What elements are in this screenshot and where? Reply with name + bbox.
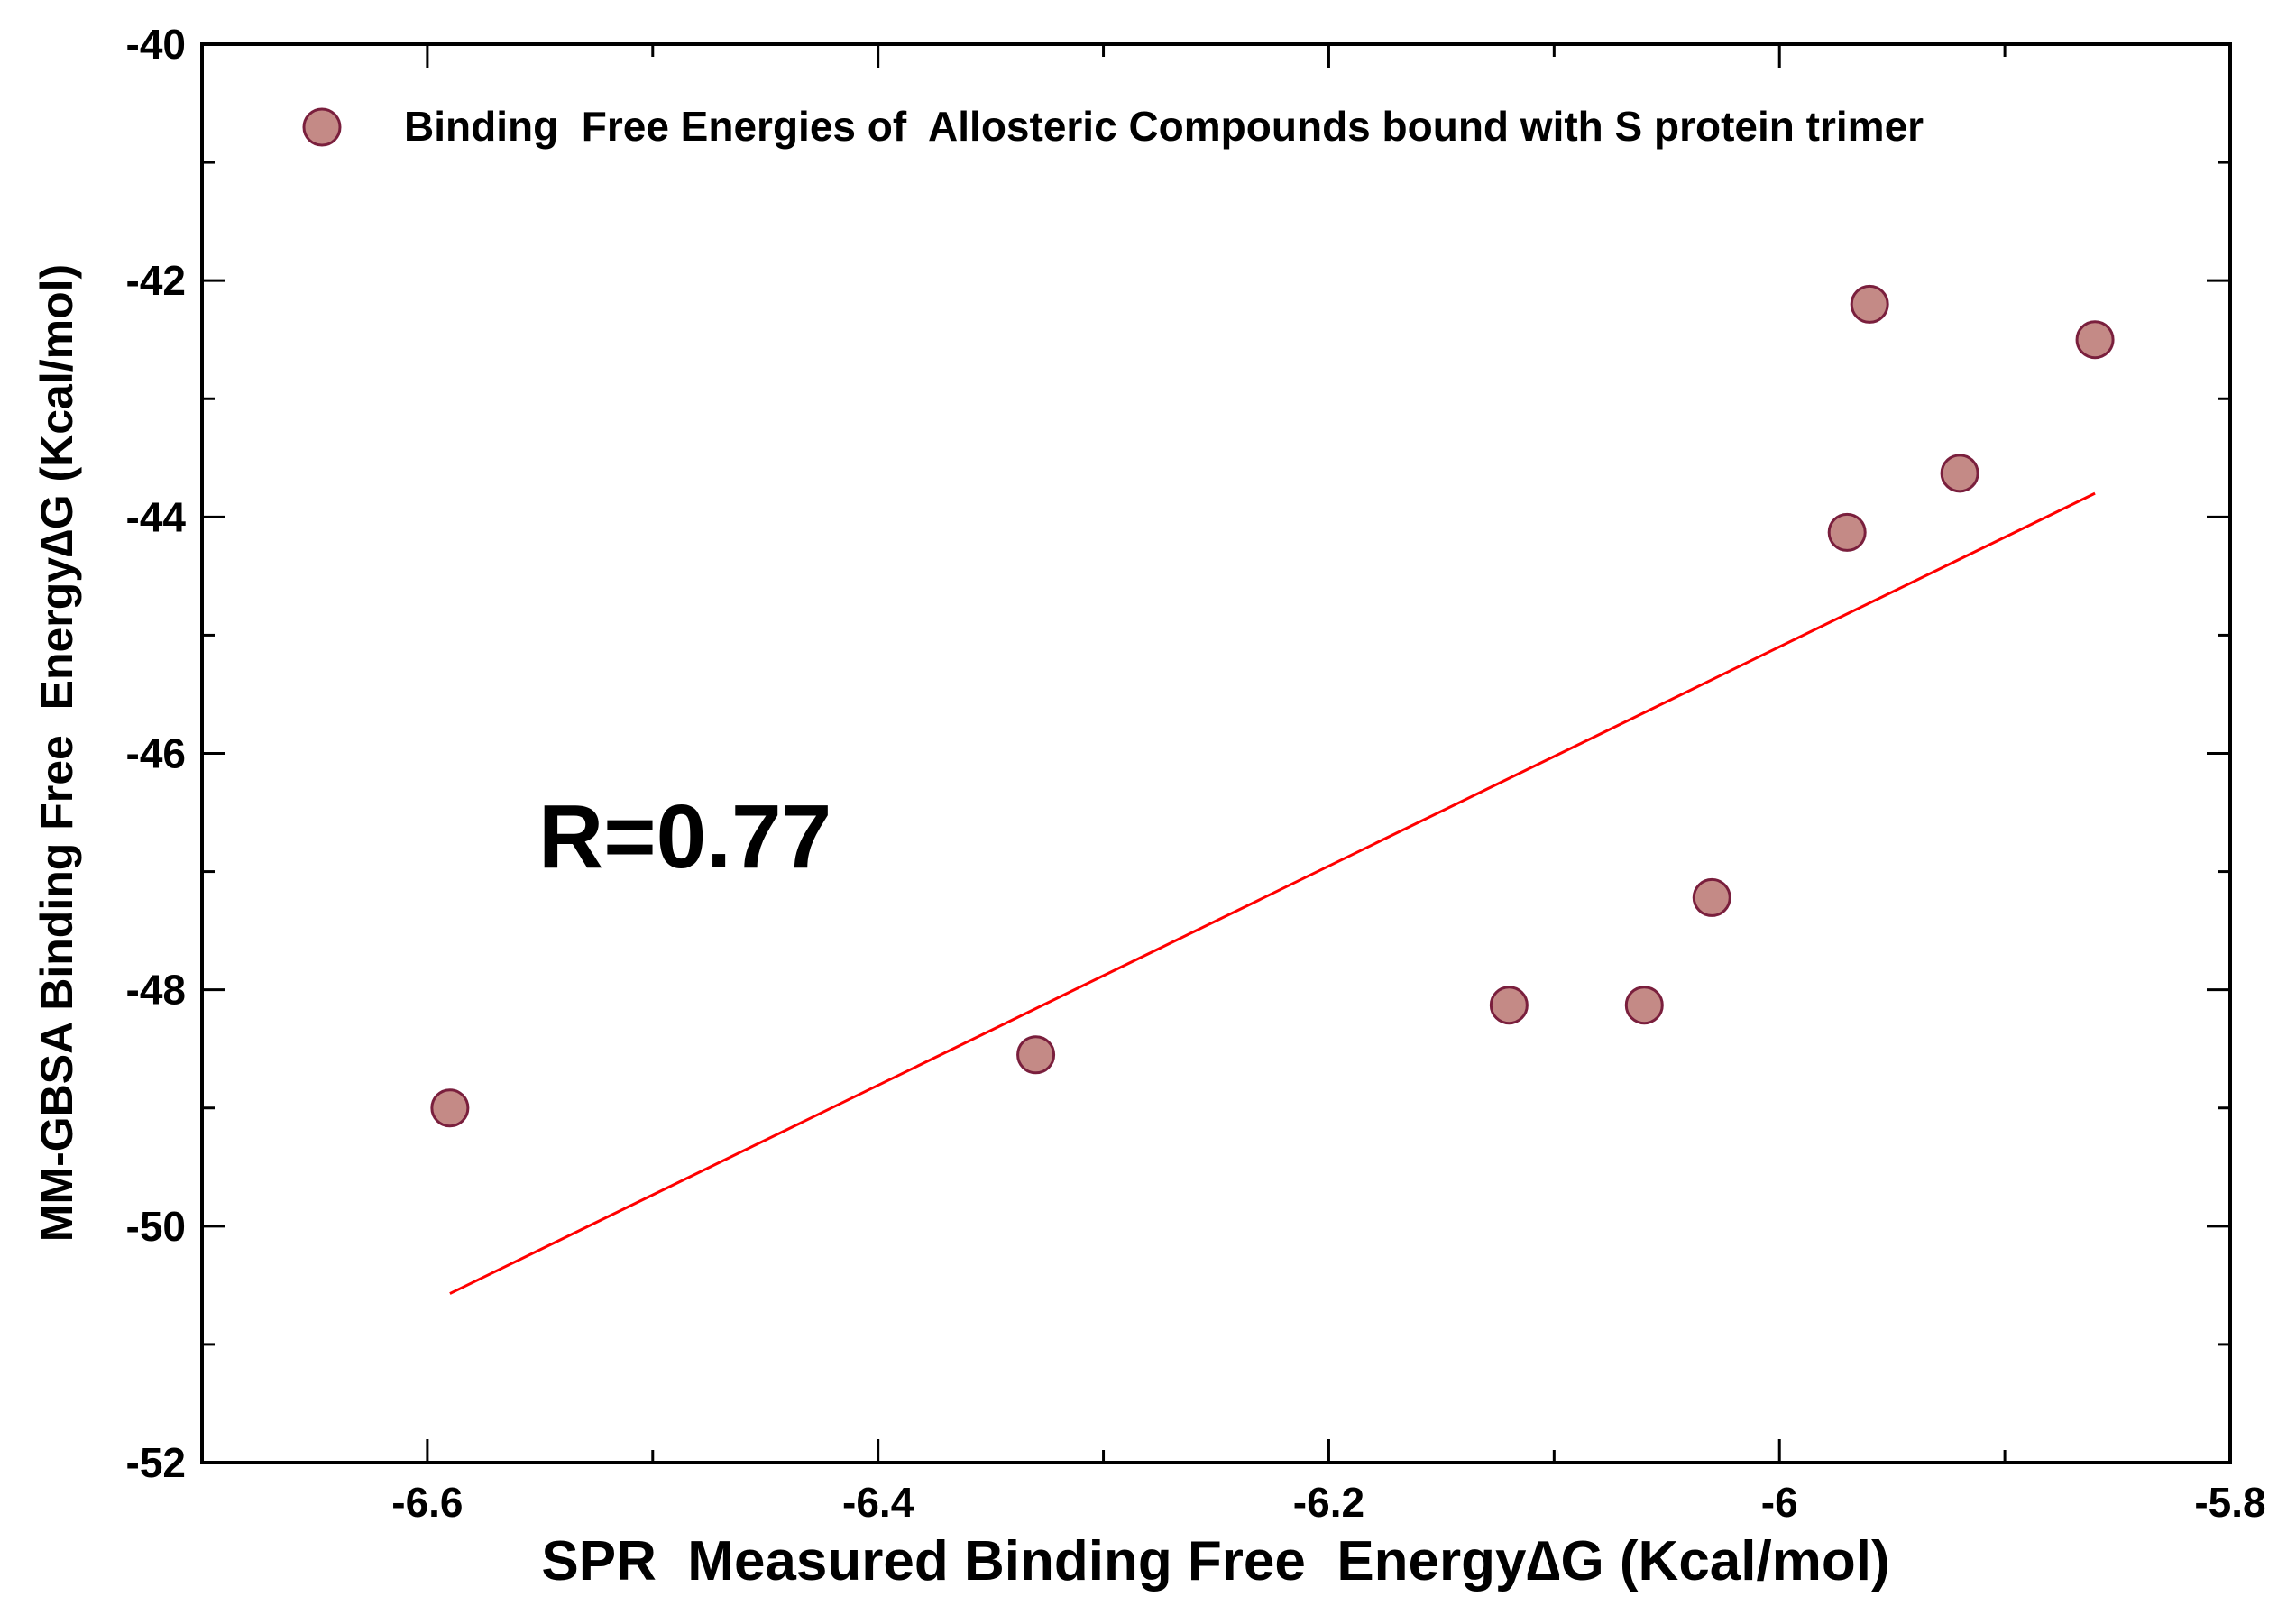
- x-tick-label: -6.6: [391, 1479, 463, 1526]
- legend-marker: [302, 107, 342, 147]
- y-tick-label: -44: [126, 493, 187, 540]
- y-axis-title: MM-GBSA Binding Free Energy∆G (Kcal/mol): [32, 264, 82, 1242]
- legend: Binding Free Energies of Allosteric Comp…: [302, 103, 1924, 150]
- correlation-annotation: R=0.77: [538, 786, 831, 887]
- major-ticks: [202, 42, 2232, 1464]
- x-tick-labels: -6.6 -6.4 -6.2 -6 -5.8: [391, 1479, 2265, 1526]
- x-tick-label: -6: [1761, 1479, 1798, 1526]
- data-point: [1940, 454, 1979, 493]
- x-tick-label: -6.4: [842, 1479, 914, 1526]
- x-tick-label: -5.8: [2194, 1479, 2265, 1526]
- y-tick-labels: -52 -50 -48 -46 -44 -42 -40: [126, 21, 187, 1486]
- data-point: [1624, 986, 1664, 1025]
- y-tick-label: -46: [126, 730, 186, 777]
- data-point: [2075, 320, 2115, 360]
- data-point: [430, 1088, 470, 1128]
- legend-label: Binding Free Energies of Allosteric Comp…: [404, 103, 1924, 150]
- y-tick-label: -40: [126, 21, 186, 68]
- minor-ticks: [202, 44, 2230, 1463]
- data-point: [1016, 1035, 1056, 1075]
- y-tick-label: -48: [126, 967, 186, 1014]
- regression-line: [449, 491, 2096, 1295]
- fit-line-layer: [449, 491, 2096, 1295]
- y-tick-label: -52: [126, 1439, 186, 1486]
- plot-frame: [200, 42, 2232, 1464]
- data-points: [430, 284, 2115, 1128]
- data-point: [1827, 512, 1867, 552]
- data-point: [1489, 986, 1529, 1025]
- data-point: [1692, 877, 1731, 917]
- data-point: [1850, 284, 1889, 324]
- y-tick-label: -50: [126, 1203, 186, 1250]
- x-axis-title: SPR Measured Binding Free Energy∆G (Kcal…: [541, 1530, 1889, 1592]
- y-tick-label: -42: [126, 257, 186, 304]
- x-tick-label: -6.2: [1293, 1479, 1364, 1526]
